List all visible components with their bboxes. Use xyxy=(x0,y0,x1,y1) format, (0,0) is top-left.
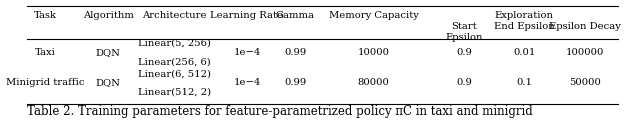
Text: Start: Start xyxy=(451,23,477,31)
Text: DQN: DQN xyxy=(96,48,121,57)
Text: Minigrid traffic: Minigrid traffic xyxy=(6,78,84,87)
Text: Linear(6, 512): Linear(6, 512) xyxy=(138,69,211,78)
Text: Memory Capacity: Memory Capacity xyxy=(329,11,419,20)
Text: Taxi: Taxi xyxy=(35,48,56,57)
Text: Architecture: Architecture xyxy=(142,11,207,20)
Text: DQN: DQN xyxy=(96,78,121,87)
Text: Exploration: Exploration xyxy=(495,11,554,20)
Text: 0.9: 0.9 xyxy=(456,48,472,57)
Text: 1e−4: 1e−4 xyxy=(233,48,260,57)
Text: 10000: 10000 xyxy=(358,48,390,57)
Text: End Epsilon: End Epsilon xyxy=(494,23,555,31)
Text: Linear(5, 256): Linear(5, 256) xyxy=(138,39,211,48)
Text: Learning Rate: Learning Rate xyxy=(211,11,284,20)
Text: Table 2. Training parameters for feature-parametrized policy πC in taxi and mini: Table 2. Training parameters for feature… xyxy=(27,105,532,118)
Text: 80000: 80000 xyxy=(358,78,390,87)
Text: 0.1: 0.1 xyxy=(516,78,532,87)
Text: 1e−4: 1e−4 xyxy=(233,78,260,87)
Text: Epsilon Decay: Epsilon Decay xyxy=(548,23,621,31)
Text: Task: Task xyxy=(33,11,56,20)
Text: 100000: 100000 xyxy=(566,48,604,57)
Text: Linear(512, 2): Linear(512, 2) xyxy=(138,88,211,97)
Text: Epsilon: Epsilon xyxy=(445,33,483,42)
Text: Gamma: Gamma xyxy=(276,11,315,20)
Text: 50000: 50000 xyxy=(569,78,600,87)
Text: 0.9: 0.9 xyxy=(456,78,472,87)
Text: 0.01: 0.01 xyxy=(513,48,536,57)
Text: Algorithm: Algorithm xyxy=(83,11,134,20)
Text: Linear(256, 6): Linear(256, 6) xyxy=(138,57,211,66)
Text: 0.99: 0.99 xyxy=(284,48,307,57)
Text: 0.99: 0.99 xyxy=(284,78,307,87)
